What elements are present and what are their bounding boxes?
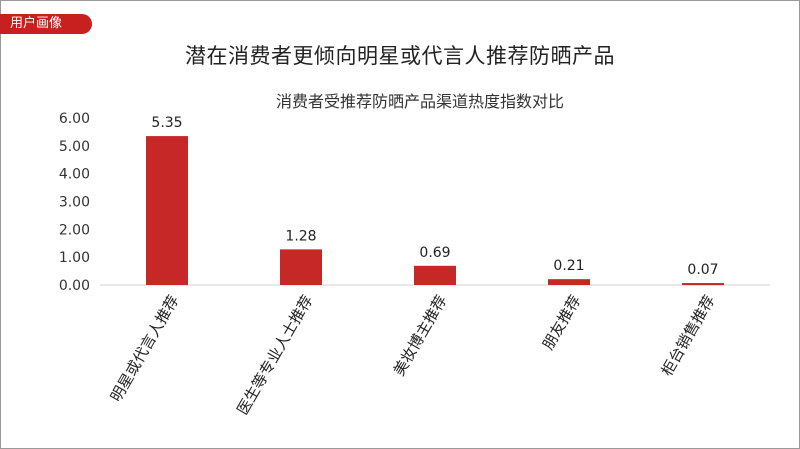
y-tick-label: 3.00: [59, 195, 90, 211]
bar: [548, 279, 590, 285]
y-tick-label: 1.00: [59, 250, 90, 266]
data-label: 0.69: [419, 245, 450, 261]
category-label: 美妆博主推荐: [390, 292, 451, 379]
category-label: 医生等专业人士推荐: [233, 292, 316, 418]
data-label: 0.07: [687, 262, 718, 278]
y-tick-label: 6.00: [59, 111, 90, 127]
chart-title: 潜在消费者更倾向明星或代言人推荐防晒产品: [185, 44, 615, 68]
chart-subtitle: 消费者受推荐防晒产品渠道热度指数对比: [275, 92, 564, 111]
bar: [146, 136, 188, 285]
category-label: 柜台销售推荐: [658, 292, 719, 379]
section-tag: 用户画像: [0, 14, 92, 34]
bar: [682, 283, 724, 286]
y-tick-label: 0.00: [59, 278, 90, 294]
bar: [280, 249, 322, 285]
section-tag-label: 用户画像: [10, 16, 63, 31]
data-label: 5.35: [151, 115, 182, 131]
y-tick-label: 5.00: [59, 139, 90, 155]
bar: [414, 265, 456, 285]
y-tick-label: 4.00: [59, 167, 90, 183]
data-label: 1.28: [285, 228, 316, 244]
y-tick-label: 2.00: [59, 222, 90, 238]
category-label: 明星或代言人推荐: [107, 292, 183, 405]
category-label: 朋友推荐: [539, 292, 585, 353]
data-label: 0.21: [553, 258, 584, 274]
